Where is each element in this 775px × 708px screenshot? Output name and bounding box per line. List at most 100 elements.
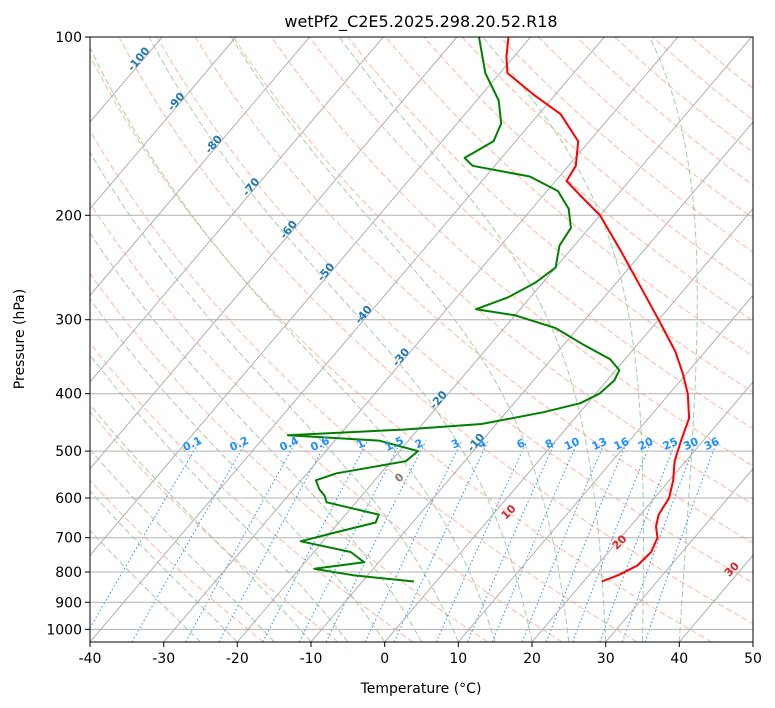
isotherm-label: -60: [277, 218, 300, 242]
dry-adiabat-line: [576, 37, 753, 186]
y-axis: 100 200 300 400 500 600 700 800 900 1000: [46, 30, 90, 638]
y-tick-label: 1000: [46, 622, 82, 638]
dry-adiabat-line: [423, 37, 753, 322]
dry-adiabat-line: [90, 479, 264, 642]
isotherm-line: [90, 37, 237, 210]
chart-title: wetPf2_C2E5.2025.298.20.52.R18: [284, 12, 557, 32]
y-axis-label: Pressure (hPa): [12, 289, 28, 389]
dry-adiabat-line: [652, 37, 753, 121]
dry-adiabat-line: [90, 54, 712, 642]
y-tick-label: 200: [55, 208, 82, 224]
mixing-ratio-line: [621, 440, 697, 642]
moist-adiabats: [90, 37, 698, 642]
temperature-line: [505, 37, 691, 583]
dry-adiabat-line: [90, 129, 638, 642]
moist-adiabat-line: [90, 354, 349, 642]
mixing-ratio-line: [218, 440, 328, 642]
mixing-ratio-line: [393, 440, 489, 642]
isotherm-line: [90, 37, 458, 470]
dry-adiabat-label: 20: [610, 532, 630, 552]
dry-adiabat-label: 30: [722, 559, 742, 579]
dry-adiabat-line: [385, 37, 753, 357]
isotherm-line: [752, 641, 753, 642]
dry-adiabat-line: [690, 37, 753, 89]
isotherm-line: [457, 294, 753, 642]
sounding-series: [286, 37, 691, 583]
mixing-ratio-label: 2: [413, 436, 425, 451]
dry-adiabat-line: [309, 37, 753, 430]
y-tick-label: 500: [55, 444, 82, 460]
y-tick-label: 800: [55, 565, 82, 581]
mixing-ratio-label: 30: [681, 435, 701, 453]
dry-adiabat-line: [156, 37, 753, 584]
mixing-ratio-line: [325, 440, 427, 642]
mixing-ratio-label: 16: [612, 435, 632, 453]
mixing-ratio-line: [131, 440, 248, 642]
dry-adiabat-line: [90, 202, 563, 642]
isotherm-line: [90, 37, 531, 557]
line-labels: -100-90-80-70-60-50-40-30-20-10010203040…: [125, 44, 742, 579]
x-tick-label: -10: [300, 651, 323, 667]
isotherm-line: [163, 37, 679, 642]
plot-area: -100-90-80-70-60-50-40-30-20-10010203040…: [90, 37, 753, 642]
x-tick-label: 10: [449, 651, 467, 667]
y-tick-label: 300: [55, 313, 82, 329]
moist-adiabat-line: [90, 46, 496, 642]
x-tick-label: 30: [597, 651, 615, 667]
moist-adiabat-line: [482, 37, 644, 642]
mixing-ratio-label: 13: [590, 435, 609, 453]
mixing-ratio-line: [90, 440, 201, 629]
moist-adiabat-line: [230, 37, 570, 642]
dry-adiabat-line: [90, 410, 339, 642]
isotherm-label: -50: [315, 260, 338, 284]
moist-adiabat-line: [338, 37, 607, 642]
x-tick-label: -30: [152, 651, 175, 667]
isotherm-line: [310, 121, 753, 642]
isotherm-line: [90, 37, 384, 383]
mixing-ratio-line: [185, 440, 297, 642]
mixing-ratio-label: 25: [661, 435, 680, 453]
moist-adiabat-line: [148, 37, 533, 642]
y-tick-label: 900: [55, 595, 82, 611]
mixing-ratio-line: [644, 440, 718, 642]
isotherm-line: [384, 207, 753, 642]
isotherm-line: [90, 37, 310, 297]
dry-adiabat-line: [118, 37, 753, 624]
dry-adiabat-line: [194, 37, 753, 544]
x-tick-label: 0: [380, 651, 389, 667]
mixing-ratio-label: 20: [636, 435, 656, 453]
isotherm-label: -90: [165, 90, 188, 114]
moist-adiabat-line: [90, 529, 201, 642]
dry-adiabat-line: [270, 37, 753, 467]
x-tick-label: 50: [744, 651, 762, 667]
pressure-gridlines: [90, 37, 753, 630]
isotherm-line: [236, 37, 752, 642]
moist-adiabat-line: [90, 232, 422, 642]
mixing-ratio-line: [467, 440, 557, 642]
x-tick-label: -40: [79, 651, 102, 667]
mixing-ratio-label: 1: [354, 436, 366, 451]
isotherms: [90, 37, 753, 642]
isotherm-label: -100: [125, 44, 153, 74]
mixing-ratio-line: [491, 440, 579, 642]
x-tick-label: -20: [226, 651, 249, 667]
x-tick-label: 40: [670, 651, 688, 667]
isotherm-label: -20: [427, 388, 450, 412]
dry-adiabat-line: [232, 37, 753, 505]
y-tick-label: 100: [55, 30, 82, 46]
dry-adiabats: [90, 37, 753, 642]
mixing-ratio-label: 3: [449, 436, 461, 451]
x-axis-label: Temperature (°C): [360, 681, 482, 697]
x-tick-label: 20: [523, 651, 541, 667]
isotherm-line: [531, 381, 753, 642]
isotherm-label: -80: [202, 132, 225, 156]
plot-frame: [89, 36, 754, 643]
dry-adiabat-line: [614, 37, 753, 153]
moist-adiabat-line: [649, 37, 698, 642]
x-axis: -40 -30 -20 -10 0 10 20 30 40 50: [79, 642, 762, 667]
isotherm-label: -70: [240, 175, 263, 199]
mixing-ratio-line: [364, 440, 463, 642]
isotherm-line: [605, 467, 753, 642]
y-tick-label: 600: [55, 491, 82, 507]
